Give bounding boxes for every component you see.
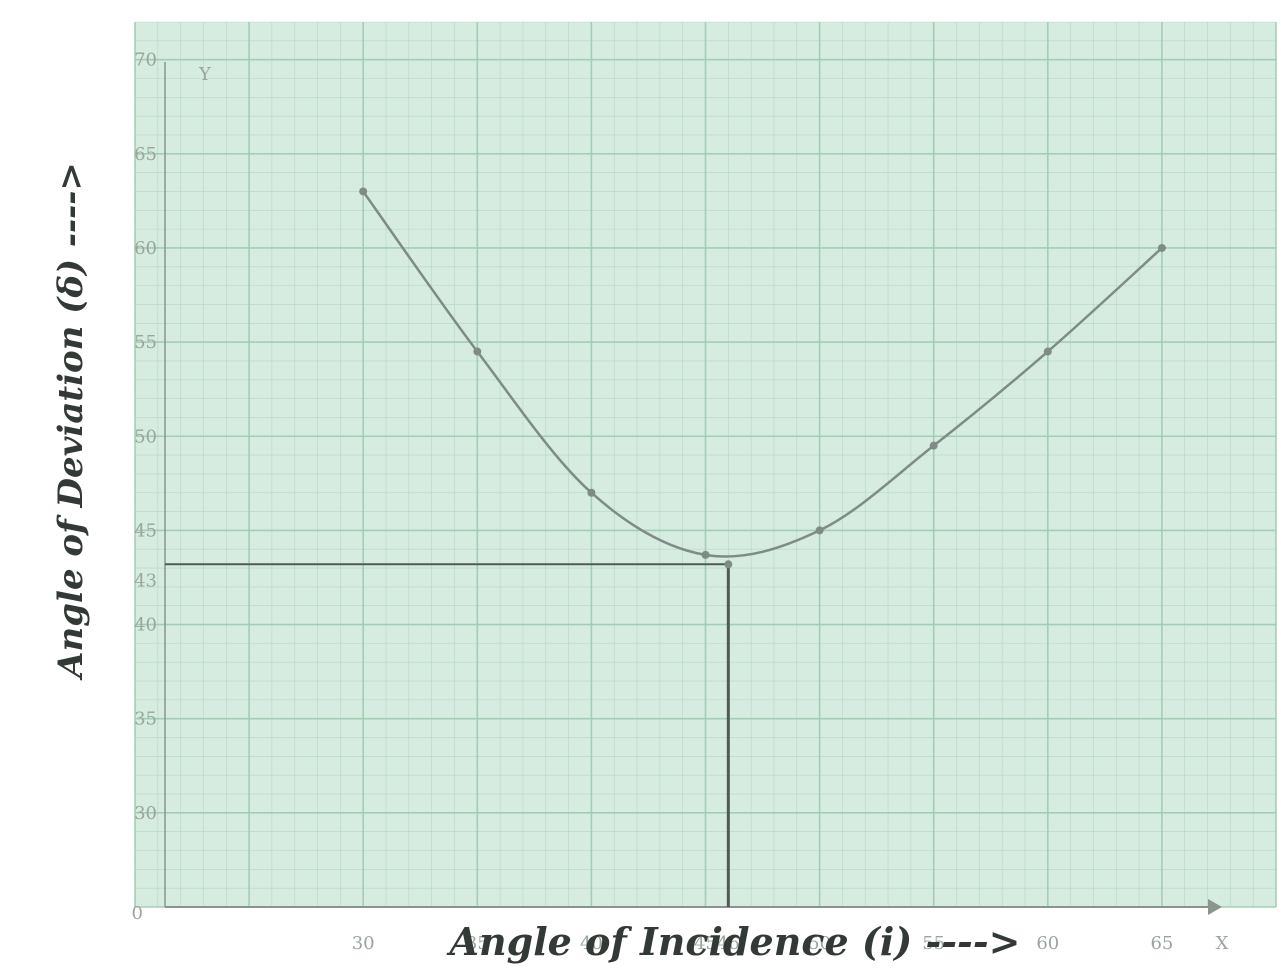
x-tick-label: 60 <box>1036 933 1059 954</box>
x-tick-label: 65 <box>1150 933 1173 954</box>
x-tick-label: 30 <box>352 933 375 954</box>
axes <box>164 62 1222 915</box>
y-tick-label: 45 <box>134 520 157 541</box>
grid <box>134 21 1277 908</box>
data-point <box>815 526 824 535</box>
y-tick-label: 50 <box>134 426 157 447</box>
data-point <box>929 441 938 450</box>
y-tick-label: 40 <box>134 615 157 636</box>
data-point <box>359 187 368 196</box>
y-tick-label: 70 <box>134 50 157 71</box>
y-axis-end-label: Y <box>198 64 212 85</box>
y-tick-label: 65 <box>134 144 157 165</box>
data-series <box>359 187 1166 569</box>
x-tick-label: 45 <box>694 933 717 954</box>
min-deviation-reference <box>165 563 730 907</box>
x-tick-label: 35 <box>466 933 489 954</box>
tick-labels: 30 35 40 45 50 55 60 65 30 35 40 45 50 55 60 65 70 0 X Y 46 4… <box>132 50 1229 954</box>
y-axis-title: Angle of Deviation (δ) ----> <box>51 162 91 681</box>
x-tick-label: 55 <box>922 933 945 954</box>
x-tick-label: 50 <box>808 933 831 954</box>
y-tick-label: 35 <box>134 709 157 730</box>
data-point <box>473 347 482 356</box>
x-axis-title: Angle of Incidence (i) ----> <box>447 919 1021 964</box>
origin-label: 0 <box>132 903 143 924</box>
y-tick-label: 55 <box>134 332 157 353</box>
y-tick-label: 60 <box>134 238 157 259</box>
min-deviation-x-label: 46 <box>717 933 740 954</box>
x-axis-arrow <box>1208 899 1222 915</box>
y-tick-label: 30 <box>134 803 157 824</box>
data-point <box>701 550 710 559</box>
data-point <box>1043 347 1052 356</box>
x-axis-end-label: X <box>1216 933 1229 954</box>
x-tick-label: 40 <box>580 933 603 954</box>
data-point <box>724 560 733 569</box>
data-point <box>587 488 596 497</box>
min-deviation-y-label: 43 <box>134 570 157 591</box>
data-point <box>1157 243 1166 252</box>
